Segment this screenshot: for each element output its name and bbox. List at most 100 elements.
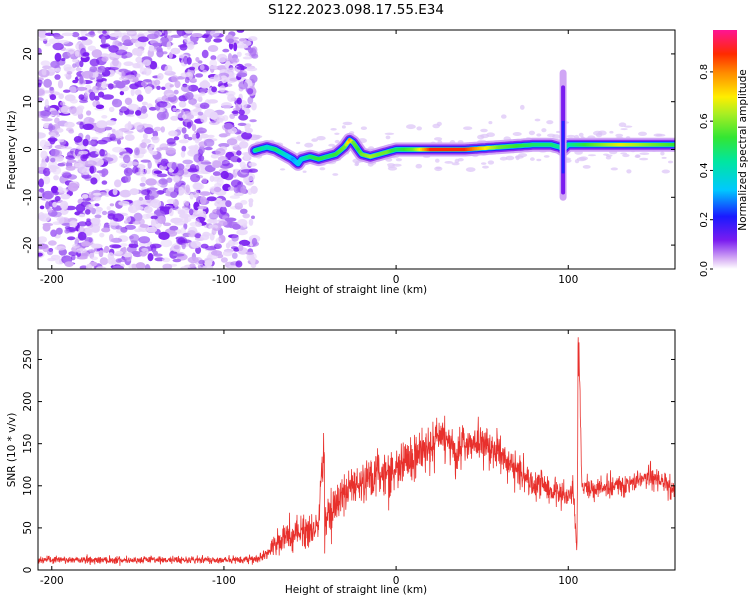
noise-blob bbox=[179, 101, 187, 108]
noise-blob bbox=[212, 160, 221, 168]
noise-blob bbox=[221, 102, 232, 108]
noise-blob bbox=[51, 255, 61, 260]
halo-blob bbox=[480, 129, 488, 132]
noise-blob bbox=[141, 81, 148, 87]
noise-blob bbox=[232, 111, 239, 114]
noise-blob bbox=[129, 188, 139, 195]
halo-blob bbox=[388, 166, 395, 168]
noise-blob bbox=[50, 111, 60, 116]
noise-blob bbox=[88, 46, 96, 51]
noise-blob bbox=[135, 57, 142, 63]
noise-blob bbox=[250, 186, 257, 194]
noise-blob bbox=[109, 234, 114, 242]
noise-blob bbox=[236, 66, 247, 70]
noise-blob bbox=[140, 251, 147, 256]
noise-blob bbox=[86, 110, 91, 115]
noise-blob bbox=[97, 69, 105, 73]
noise-blob bbox=[43, 176, 50, 184]
noise-blob bbox=[65, 261, 74, 267]
noise-blob bbox=[139, 236, 151, 243]
noise-blob bbox=[159, 178, 168, 184]
noise-blob bbox=[72, 59, 78, 62]
noise-blob bbox=[167, 138, 176, 145]
halo-blob bbox=[662, 170, 670, 174]
noise-blob bbox=[236, 150, 241, 155]
noise-blob bbox=[204, 139, 215, 147]
noise-blob bbox=[139, 197, 143, 201]
noise-blob bbox=[181, 151, 186, 158]
noise-blob bbox=[221, 257, 228, 263]
noise-blob bbox=[112, 58, 119, 67]
noise-blob bbox=[42, 146, 49, 149]
spectrogram-x-axis-label: Height of straight line (km) bbox=[285, 284, 427, 296]
noise-blob bbox=[211, 250, 222, 256]
halo-blob bbox=[296, 142, 300, 144]
noise-blob bbox=[108, 252, 115, 259]
noise-blob bbox=[233, 43, 237, 52]
noise-blob bbox=[148, 161, 152, 169]
noise-blob bbox=[132, 264, 137, 270]
noise-blob bbox=[96, 79, 104, 82]
noise-blob bbox=[123, 155, 130, 164]
noise-blob bbox=[138, 36, 149, 42]
noise-blob bbox=[40, 151, 47, 160]
noise-blob bbox=[63, 90, 70, 93]
noise-blob bbox=[229, 68, 236, 72]
noise-blob bbox=[82, 194, 89, 199]
halo-blob bbox=[606, 156, 611, 160]
noise-blob bbox=[156, 47, 162, 53]
snr-line bbox=[38, 337, 675, 566]
noise-blob bbox=[115, 251, 123, 255]
halo-blob bbox=[620, 152, 627, 154]
noise-blob bbox=[143, 67, 151, 75]
noise-blob bbox=[56, 228, 63, 235]
noise-blob bbox=[187, 230, 196, 237]
noise-blob bbox=[110, 203, 114, 206]
noise-blob bbox=[243, 223, 247, 227]
noise-blob bbox=[227, 39, 234, 44]
noise-blob bbox=[236, 229, 248, 235]
noise-blob bbox=[247, 88, 253, 95]
noise-blob bbox=[80, 48, 86, 57]
noise-blob bbox=[129, 244, 139, 248]
noise-blob bbox=[217, 54, 228, 63]
noise-blob bbox=[79, 76, 83, 84]
noise-blob bbox=[198, 112, 204, 116]
noise-blob bbox=[170, 84, 174, 87]
noise-blob bbox=[201, 244, 209, 249]
noise-blob bbox=[202, 178, 207, 184]
noise-blob bbox=[102, 157, 113, 162]
halo-blob bbox=[334, 133, 339, 135]
noise-blob bbox=[51, 211, 62, 217]
noise-blob bbox=[145, 178, 157, 185]
halo-blob bbox=[609, 131, 613, 134]
noise-blob bbox=[225, 200, 231, 207]
noise-blob bbox=[154, 170, 162, 174]
noise-blob bbox=[82, 175, 92, 179]
noise-blob bbox=[108, 67, 119, 70]
noise-blob bbox=[213, 115, 225, 122]
noise-blob bbox=[195, 73, 203, 77]
noise-blob bbox=[45, 201, 49, 209]
noise-blob bbox=[72, 244, 80, 249]
noise-blob bbox=[240, 186, 246, 194]
noise-blob bbox=[238, 81, 248, 89]
halo-blob bbox=[544, 155, 550, 158]
noise-blob bbox=[235, 260, 242, 267]
noise-blob bbox=[88, 204, 95, 208]
noise-blob bbox=[248, 36, 258, 41]
noise-blob bbox=[69, 106, 76, 114]
noise-blob bbox=[197, 206, 207, 210]
halo-blob bbox=[256, 135, 261, 140]
halo-blob bbox=[579, 156, 588, 160]
noise-blob bbox=[133, 221, 141, 225]
noise-blob bbox=[76, 248, 87, 253]
y-tick-label: 150 bbox=[22, 434, 34, 454]
noise-blob bbox=[144, 206, 153, 213]
noise-blob bbox=[195, 57, 199, 62]
noise-blob bbox=[183, 56, 188, 65]
x-tick-label: 100 bbox=[558, 274, 578, 286]
noise-blob bbox=[75, 211, 81, 215]
halo-blob bbox=[481, 162, 486, 165]
noise-blob bbox=[93, 193, 101, 196]
